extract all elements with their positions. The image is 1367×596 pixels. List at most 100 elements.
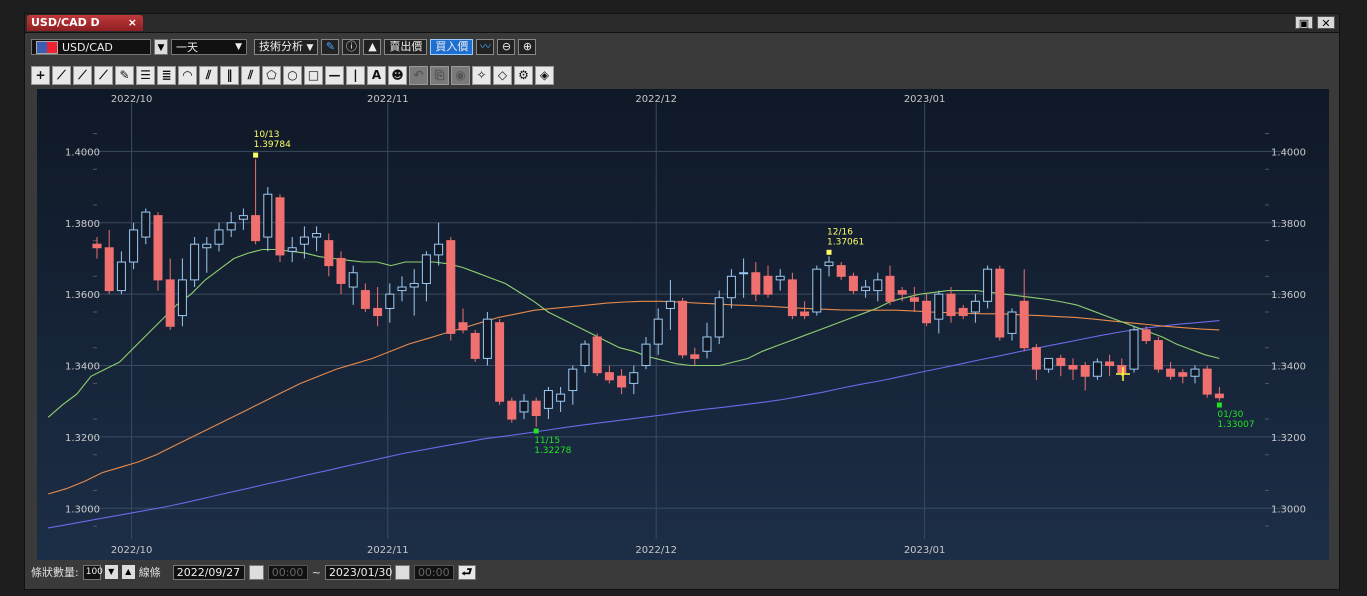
candle-body-up [214, 229, 224, 245]
candle-body-up [983, 268, 993, 302]
fibonacci-icon[interactable]: ≣ [157, 65, 176, 85]
annotation-date: 12/16 [827, 227, 853, 237]
y-tick-label-left: 1.4000 [65, 147, 100, 158]
tab-close-icon[interactable]: × [127, 16, 137, 29]
trendline-icon[interactable]: ⟋ [52, 65, 71, 85]
candle-body-up [385, 293, 395, 309]
end-date-field[interactable]: 2023/01/30 [324, 564, 392, 580]
symbol-dropdown-icon[interactable]: ▼ [154, 39, 168, 55]
restore-icon[interactable]: ▣ [1295, 16, 1313, 30]
hline-icon[interactable]: — [325, 65, 344, 85]
candles [92, 159, 1224, 427]
return-icon[interactable]: ⮐ [457, 564, 476, 580]
candle-body-up [665, 300, 675, 309]
calendar-icon[interactable] [248, 564, 264, 580]
close-window-button[interactable]: ✕ [1317, 16, 1335, 30]
icon-icon[interactable]: ☻ [388, 65, 407, 85]
copy-icon[interactable]: ⎘ [430, 65, 449, 85]
candle-body-up [202, 243, 212, 249]
candle-body-down [678, 300, 688, 356]
drawing-toolbar: + ⟋ ⟋ ⟋ ✎ ☰ ≣ ◠ ⫽ ‖ ⫽ ⬠ ○ □ — | A ☻ ↶ ⎘ ◉ ✧ ◇ ⚙ ◈ [31, 65, 554, 85]
end-time-field: 00:00 [413, 564, 454, 580]
candle-body-up [1044, 357, 1054, 370]
vline-icon[interactable]: | [346, 65, 365, 85]
candlestick-chart[interactable]: 1.4000 1.4000 1.3800 1.3800 1.3600 1.3600 1.34… [37, 89, 1329, 560]
crosshair-icon[interactable]: + [31, 65, 50, 85]
magnet-icon[interactable]: ◉ [451, 65, 470, 85]
candle-body-up [141, 211, 151, 238]
buy-price-button[interactable]: 買入價 [430, 39, 474, 55]
bar-count-field[interactable]: 100 [82, 564, 103, 580]
pen-icon[interactable]: ✎ [321, 39, 340, 55]
candle-body-up [702, 336, 712, 352]
eraser-icon[interactable]: ◇ [493, 65, 512, 85]
chart-tab[interactable]: USD/CAD D × [27, 15, 143, 31]
mountain-chart-icon[interactable]: ▲ [363, 39, 382, 55]
y-tick-label-right: 1.3000 [1271, 504, 1306, 515]
annotation-price: 1.32278 [534, 446, 571, 456]
candle-body-up [287, 247, 297, 252]
candle-body-down [1068, 365, 1078, 370]
pentagon-icon[interactable]: ⬠ [262, 65, 281, 85]
count-down-icon[interactable]: ▼ [104, 565, 118, 579]
candle-body-up [1129, 329, 1139, 370]
start-date-field[interactable]: 2022/09/27 [172, 564, 245, 580]
symbol-select[interactable]: USD/CAD [31, 39, 151, 55]
date-range-separator: ~ [311, 565, 321, 579]
zoom-out-icon[interactable]: ⊖ [497, 39, 516, 55]
pin-icon[interactable]: ◈ [535, 65, 554, 85]
zoom-in-icon[interactable]: ⊕ [518, 39, 537, 55]
chevron-down-icon: ▼ [235, 41, 242, 52]
annotation-date: 01/30 [1217, 410, 1243, 420]
chart-window: USD/CAD D × ▣ ✕ USD/CAD ▼ 一天 ▼ 技術分析 ▼ ✎ … [24, 13, 1340, 590]
extended-line-icon[interactable]: ⟋ [94, 65, 113, 85]
sell-price-button[interactable]: 賣出價 [384, 39, 428, 55]
text-icon[interactable]: A [367, 65, 386, 85]
wrench-icon[interactable]: ✧ [472, 65, 491, 85]
candle-body-up [861, 286, 871, 292]
candle-body-down [848, 275, 858, 292]
candle-body-down [1153, 340, 1163, 370]
annotation-marker [253, 152, 259, 158]
candle-body-up [812, 268, 822, 313]
candle-body-down [617, 375, 627, 388]
candle-body-down [897, 290, 907, 295]
ray-icon[interactable]: ⟋ [73, 65, 92, 85]
candle-body-up [824, 261, 834, 267]
rectangle-icon[interactable]: □ [304, 65, 323, 85]
calendar-icon[interactable] [394, 564, 410, 580]
channel-icon[interactable]: ⫽ [241, 65, 260, 85]
period-select[interactable]: 一天 ▼ [171, 39, 247, 55]
candle-body-down [1166, 368, 1176, 377]
candle-body-up [482, 318, 492, 359]
candle-body-up [970, 300, 980, 313]
usd-cad-flag-icon [36, 40, 58, 54]
candle-body-down [336, 257, 346, 284]
chart-type-icon[interactable]: 〰 [476, 39, 495, 55]
x-tick-label-top: 2023/01 [904, 94, 946, 105]
candle-body-down [495, 322, 505, 402]
undo-icon[interactable]: ↶ [409, 65, 428, 85]
y-tick-label-right: 1.3400 [1271, 362, 1306, 373]
info-icon[interactable]: ⓘ [342, 39, 361, 55]
count-up-icon[interactable]: ▲ [121, 565, 135, 579]
candle-body-up [519, 400, 529, 413]
settings-icon[interactable]: ⚙ [514, 65, 533, 85]
horizontal-lines-icon[interactable]: ☰ [136, 65, 155, 85]
chart-area[interactable]: 1.4000 1.4000 1.3800 1.3800 1.3600 1.3600 1.34… [37, 89, 1329, 560]
bar-count-label: 條狀數量: [31, 566, 79, 579]
candle-body-down [1178, 372, 1188, 377]
candle-body-up [641, 343, 651, 367]
tech-analysis-button[interactable]: 技術分析 ▼ [254, 39, 319, 55]
annotation-marker [533, 428, 539, 434]
candle-body-down [446, 240, 456, 334]
vertical-lines-icon[interactable]: ‖ [220, 65, 239, 85]
tab-bar: USD/CAD D × ▣ ✕ [25, 14, 1339, 33]
pencil-icon[interactable]: ✎ [115, 65, 134, 85]
circle-icon[interactable]: ○ [283, 65, 302, 85]
candle-body-down [275, 197, 285, 256]
gann-fan-icon[interactable]: ⫽ [199, 65, 218, 85]
candle-body-down [251, 215, 261, 242]
annotations: 10/131.39784 12/161.37061 11/151.32278 01/3… [253, 130, 1255, 456]
fan-icon[interactable]: ◠ [178, 65, 197, 85]
